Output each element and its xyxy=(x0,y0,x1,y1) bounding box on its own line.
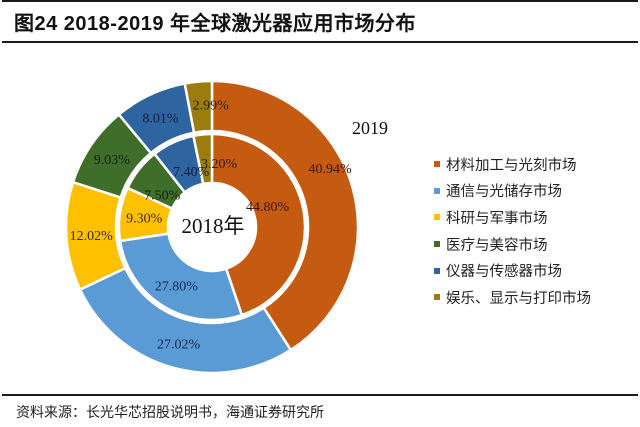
data-label-inner-3: 7.50% xyxy=(144,189,181,204)
legend-label: 科研与军事市场 xyxy=(446,210,548,227)
legend-swatch-4 xyxy=(434,267,440,274)
data-labels: 44.80% 27.80% 9.30% 7.50% 7.40%3.20% 40.94% 27… xyxy=(70,99,352,353)
figure-title: 图24 2018-2019 年全球激光器应用市场分布 xyxy=(14,13,417,35)
legend-label: 仪器与传感器市场 xyxy=(446,264,562,281)
data-label-inner-0: 44.80% xyxy=(246,200,290,215)
inner-ring-2018 xyxy=(117,132,307,322)
legend-item: 通信与光储存市场 xyxy=(434,178,591,205)
center-year-label: 2018年 xyxy=(181,214,245,238)
legend-label: 材料加工与光刻市场 xyxy=(446,157,577,174)
slice-outer-1 xyxy=(78,266,293,375)
title-rule xyxy=(2,41,638,43)
data-label-outer-0: 40.94% xyxy=(309,162,353,177)
legend-label: 娱乐、显示与打印市场 xyxy=(446,290,591,307)
data-label-outer-5: 2.99% xyxy=(193,99,230,114)
legend-label: 医疗与美容市场 xyxy=(446,237,548,254)
legend-item: 仪器与传感器市场 xyxy=(434,257,591,284)
outer-ring-year-label: 2019 xyxy=(352,118,388,138)
outer-ring-2019 xyxy=(64,79,360,375)
legend-swatch-2 xyxy=(434,214,440,221)
data-label-outer-1: 27.02% xyxy=(157,337,201,352)
legend: 材料加工与光刻市场 通信与光储存市场 科研与军事市场 医疗与美容市场 仪器与传感… xyxy=(434,151,591,311)
legend-swatch-0 xyxy=(434,161,440,168)
footer-rule xyxy=(2,394,638,396)
top-rule xyxy=(2,0,638,2)
legend-item: 医疗与美容市场 xyxy=(434,231,591,258)
data-label-inner-5: 3.20% xyxy=(201,157,238,172)
data-label-outer-4: 8.01% xyxy=(142,111,179,126)
data-label-outer-2: 12.02% xyxy=(70,229,114,244)
slice-outer-5 xyxy=(183,79,214,135)
slice-inner-5 xyxy=(191,132,214,186)
data-label-outer-3: 9.03% xyxy=(94,153,131,168)
legend-item: 娱乐、显示与打印市场 xyxy=(434,284,591,311)
data-label-inner-1: 27.80% xyxy=(155,280,199,295)
slice-inner-0 xyxy=(210,132,307,317)
data-label-inner-4: 7.40% xyxy=(173,165,210,180)
slice-outer-0 xyxy=(210,79,360,352)
legend-item: 科研与军事市场 xyxy=(434,204,591,231)
legend-swatch-1 xyxy=(434,187,440,194)
legend-swatch-5 xyxy=(434,294,440,301)
source-note: 资料来源：长光华芯招股说明书，海通证券研究所 xyxy=(16,405,324,421)
legend-item: 材料加工与光刻市场 xyxy=(434,151,591,178)
data-label-inner-2: 9.30% xyxy=(126,211,163,226)
slice-inner-1 xyxy=(118,232,244,322)
legend-swatch-3 xyxy=(434,241,440,248)
legend-label: 通信与光储存市场 xyxy=(446,184,562,201)
